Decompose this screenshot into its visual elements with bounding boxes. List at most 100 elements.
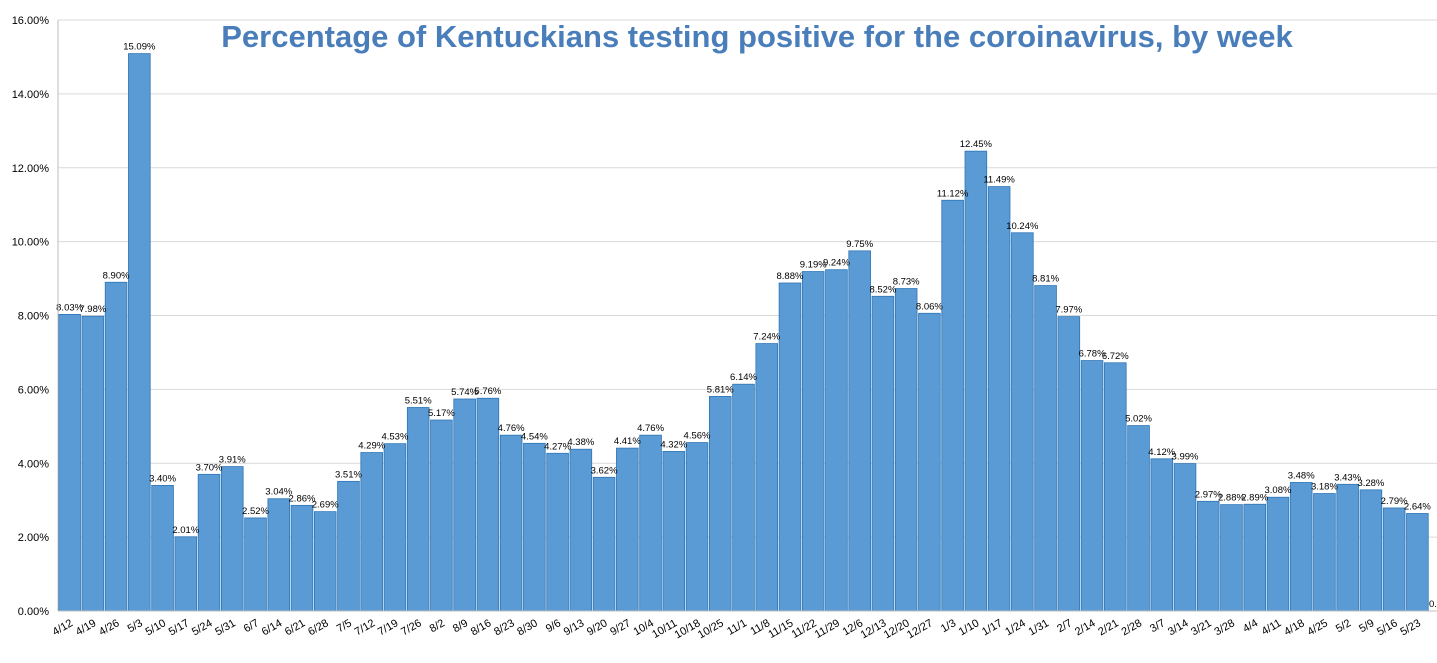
bar	[1127, 425, 1150, 612]
x-tick-label: 3/28	[1212, 617, 1237, 638]
trailing-data-label: 0.	[1429, 599, 1437, 610]
y-tick-label: 6.00%	[18, 384, 49, 396]
bar	[337, 480, 360, 612]
bar	[476, 397, 500, 612]
x-tick-label: 3/7	[1148, 617, 1167, 635]
y-tick-label: 4.00%	[18, 458, 49, 470]
bar	[1057, 316, 1081, 612]
data-label: 4.54%	[521, 431, 548, 442]
bar	[1336, 483, 1359, 612]
bar	[430, 419, 453, 612]
bar	[267, 498, 291, 612]
bar	[1196, 500, 1220, 612]
x-tick-label: 2/14	[1073, 617, 1098, 638]
y-tick-label: 8.00%	[18, 311, 49, 323]
bar	[58, 313, 81, 612]
x-tick-label: 7/5	[335, 617, 354, 635]
x-tick-label: 5/2	[1334, 617, 1353, 635]
data-label: 8.88%	[777, 271, 804, 282]
x-axis-tick-labels: 4/124/194/26 5/35/105/175/245/31 6/76/146/…	[51, 617, 1423, 641]
x-tick-label: 7/19	[376, 617, 401, 638]
bar	[708, 395, 732, 612]
bar	[755, 343, 779, 612]
x-tick-label: 7/26	[399, 617, 424, 638]
x-tick-label: 1/10	[957, 617, 982, 638]
x-tick-label: 5/24	[190, 617, 215, 638]
data-label: 5.02%	[1125, 414, 1152, 425]
x-tick-label: 7/12	[353, 617, 378, 638]
bar	[1104, 362, 1127, 612]
data-label: 2.88%	[1218, 493, 1245, 504]
x-tick-label: 11/29	[813, 617, 842, 641]
data-label: 7.97%	[1055, 305, 1082, 316]
x-tick-label: 4/4	[1241, 617, 1260, 635]
bar	[778, 282, 802, 612]
data-label: 4.38%	[567, 437, 594, 448]
x-tick-label: 11/1	[725, 617, 749, 638]
y-tick-label: 14.00%	[12, 89, 50, 101]
bar	[313, 511, 337, 612]
x-tick-label: 1/3	[939, 617, 958, 635]
x-tick-label: 6/21	[283, 617, 308, 638]
x-tick-label: 5/3	[126, 617, 145, 635]
x-tick-label: 5/16	[1375, 617, 1400, 638]
x-tick-label: 9/27	[608, 617, 633, 638]
data-label: 4.56%	[684, 431, 711, 442]
data-label: 3.28%	[1357, 478, 1384, 489]
x-tick-label: 9/6	[544, 617, 563, 635]
data-label: 8.81%	[1032, 274, 1059, 285]
x-tick-label: 8/30	[515, 617, 540, 638]
x-tick-label: 4/12	[51, 617, 76, 638]
data-labels: 8.03%7.98% 8.90% 15.09% 3.40% 2.01% 3.70%3.91…	[56, 42, 1431, 536]
x-tick-label: 6/14	[260, 617, 285, 638]
data-label: 2.97%	[1195, 489, 1222, 500]
data-label: 8.90%	[103, 270, 130, 281]
bar	[1150, 458, 1174, 612]
data-label: 15.09%	[123, 42, 156, 53]
x-tick-label: 5/17	[167, 617, 192, 638]
bar	[871, 295, 895, 612]
x-tick-label: 5/23	[1398, 617, 1423, 638]
bar	[918, 312, 941, 612]
data-label: 5.76%	[474, 386, 501, 397]
data-label: 2.69%	[312, 500, 339, 511]
bar	[499, 434, 523, 612]
bar	[662, 451, 686, 612]
x-tick-label: 8/9	[451, 617, 470, 635]
bar	[964, 150, 988, 612]
x-tick-label: 1/31	[1027, 617, 1052, 638]
bar	[1359, 489, 1383, 612]
data-label: 5.17%	[428, 408, 455, 419]
data-label: 4.76%	[637, 423, 664, 434]
data-label: 8.52%	[869, 284, 896, 295]
bar	[1382, 507, 1406, 612]
bar	[290, 504, 314, 612]
bar	[1243, 503, 1266, 612]
data-label: 4.29%	[358, 441, 385, 452]
bar	[453, 398, 476, 612]
data-label: 11.12%	[937, 188, 969, 199]
bar	[1173, 463, 1197, 612]
bar	[685, 442, 709, 612]
bar	[732, 383, 755, 612]
x-tick-label: 2/21	[1096, 617, 1121, 638]
bar	[360, 452, 383, 612]
data-label: 12.45%	[960, 139, 993, 150]
x-tick-label: 10/25	[696, 617, 726, 641]
x-tick-label: 12/27	[905, 617, 935, 641]
data-label: 5.81%	[707, 384, 734, 395]
bar	[244, 517, 267, 612]
x-tick-label: 5/31	[213, 617, 238, 638]
data-label: 7.24%	[753, 332, 780, 343]
x-tick-label: 8/2	[428, 617, 447, 635]
bar	[1266, 496, 1290, 612]
bar	[174, 536, 198, 612]
bar	[104, 281, 128, 612]
x-tick-label: 8/23	[492, 617, 517, 638]
data-label: 5.51%	[405, 395, 432, 406]
data-label: 3.18%	[1311, 482, 1338, 493]
data-label: 5.74%	[451, 387, 478, 398]
bar	[1080, 360, 1104, 612]
data-label: 3.62%	[591, 465, 618, 476]
y-tick-label: 0.00%	[18, 606, 49, 618]
